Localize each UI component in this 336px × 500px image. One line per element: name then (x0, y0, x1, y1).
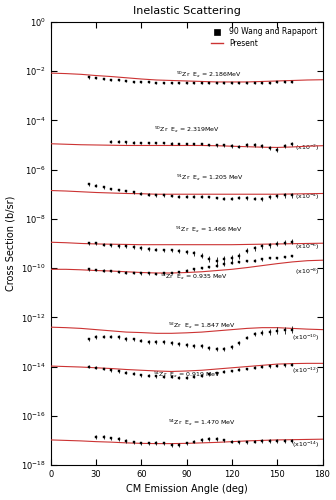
Title: Inelastic Scattering: Inelastic Scattering (133, 6, 241, 16)
Text: (x10$^{-6}$): (x10$^{-6}$) (295, 242, 320, 252)
Legend: 90 Wang and Rapaport, Present: 90 Wang and Rapaport, Present (210, 26, 319, 49)
Text: $^{92}$Zr  E$_x$ = 1.847 MeV: $^{92}$Zr E$_x$ = 1.847 MeV (168, 320, 236, 331)
Text: $^{91}$Zr  E$_x$ = 1.466 MeV: $^{91}$Zr E$_x$ = 1.466 MeV (175, 224, 243, 235)
Text: $^{90}$Zr  E$_x$ = 2.319MeV: $^{90}$Zr E$_x$ = 2.319MeV (154, 125, 220, 135)
Text: (x10$^{-4}$): (x10$^{-4}$) (295, 192, 320, 202)
Y-axis label: Cross Section (b/sr): Cross Section (b/sr) (6, 196, 15, 291)
Text: $^{90}$Zr  E$_x$ = 2.186MeV: $^{90}$Zr E$_x$ = 2.186MeV (176, 70, 242, 80)
X-axis label: CM Emission Angle (deg): CM Emission Angle (deg) (126, 484, 248, 494)
Text: (x10$^{-12}$): (x10$^{-12}$) (292, 366, 320, 376)
Text: $^{91}$Zr  E$_x$ = 1.205 MeV: $^{91}$Zr E$_x$ = 1.205 MeV (175, 173, 243, 183)
Text: $^{92}$Zr  E$_x$ = 0.935 MeV: $^{92}$Zr E$_x$ = 0.935 MeV (160, 272, 228, 281)
Text: (x10$^{-10}$): (x10$^{-10}$) (292, 333, 320, 344)
Text: $^{94}$Zr  E$_x$ = 0.919 MeV: $^{94}$Zr E$_x$ = 0.919 MeV (153, 370, 220, 380)
Text: (x10$^{-2}$): (x10$^{-2}$) (295, 142, 320, 152)
Text: (x10$^{-14}$): (x10$^{-14}$) (292, 440, 320, 450)
Text: (x10$^{-8}$): (x10$^{-8}$) (295, 266, 320, 277)
Text: $^{94}$Zr  E$_x$ = 1.470 MeV: $^{94}$Zr E$_x$ = 1.470 MeV (168, 418, 236, 428)
